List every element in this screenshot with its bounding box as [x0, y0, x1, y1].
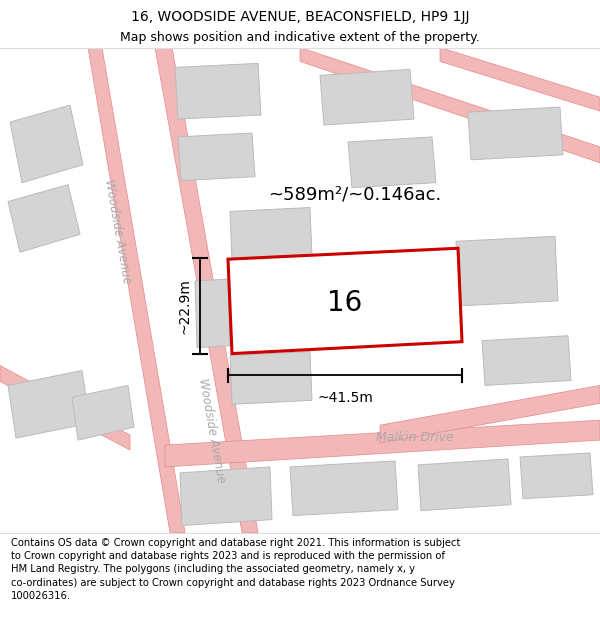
Polygon shape: [320, 69, 414, 125]
Polygon shape: [482, 336, 571, 386]
Polygon shape: [228, 248, 462, 354]
Polygon shape: [195, 279, 230, 348]
Polygon shape: [456, 236, 558, 306]
Polygon shape: [290, 461, 398, 516]
Text: ~22.9m: ~22.9m: [178, 278, 192, 334]
Polygon shape: [72, 386, 134, 440]
Text: Woodside Avenue: Woodside Avenue: [103, 178, 134, 284]
Text: ~589m²/~0.146ac.: ~589m²/~0.146ac.: [268, 186, 442, 204]
Polygon shape: [520, 453, 593, 499]
Polygon shape: [348, 137, 436, 188]
Text: Map shows position and indicative extent of the property.: Map shows position and indicative extent…: [120, 31, 480, 44]
Polygon shape: [0, 366, 130, 450]
Polygon shape: [8, 184, 80, 253]
Text: Contains OS data © Crown copyright and database right 2021. This information is : Contains OS data © Crown copyright and d…: [11, 538, 460, 601]
Polygon shape: [300, 48, 600, 162]
Polygon shape: [10, 105, 83, 182]
Text: ~41.5m: ~41.5m: [317, 391, 373, 406]
Polygon shape: [380, 386, 600, 443]
Text: Woodside Avenue: Woodside Avenue: [196, 377, 227, 484]
Polygon shape: [230, 352, 312, 404]
Polygon shape: [178, 133, 255, 181]
Polygon shape: [418, 459, 511, 511]
Polygon shape: [230, 208, 312, 260]
Polygon shape: [8, 371, 90, 438]
Text: 16, WOODSIDE AVENUE, BEACONSFIELD, HP9 1JJ: 16, WOODSIDE AVENUE, BEACONSFIELD, HP9 1…: [131, 9, 469, 24]
Polygon shape: [155, 48, 258, 532]
Polygon shape: [175, 63, 261, 119]
Polygon shape: [180, 467, 272, 526]
Text: 16: 16: [328, 289, 362, 317]
Polygon shape: [440, 48, 600, 111]
Text: Malkin Drive: Malkin Drive: [376, 431, 454, 444]
Polygon shape: [468, 107, 563, 160]
Polygon shape: [165, 420, 600, 467]
Polygon shape: [88, 48, 185, 532]
